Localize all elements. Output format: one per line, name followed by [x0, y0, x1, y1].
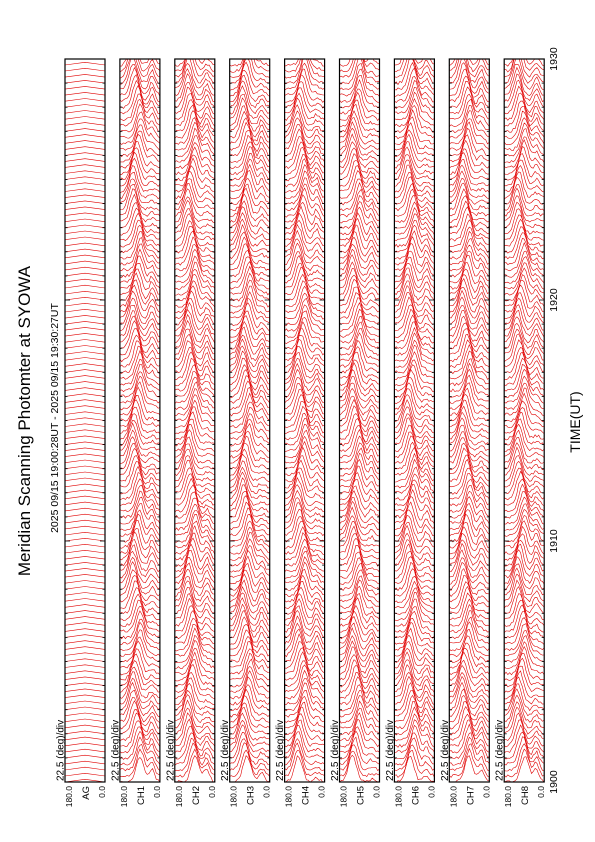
- scale-label: 22.5 (deg)/div: [385, 720, 396, 781]
- scan-traces-ch7: [449, 59, 490, 782]
- scan-traces-ch8: [504, 59, 545, 782]
- panel-stack: 180.0 0.0 AG 22.5 (deg)/div 180.0 0.0 CH1 22.5 …: [56, 58, 546, 808]
- scale-label: 22.5 (deg)/div: [440, 720, 451, 781]
- y-tick-label-top: 180.0: [174, 786, 184, 808]
- channel-label: CH3: [246, 786, 257, 805]
- panel-ag: 180.0 0.0 AG 22.5 (deg)/div: [56, 58, 107, 808]
- panel-frame: [448, 58, 490, 783]
- y-tick-label-bottom: 0.0: [426, 786, 436, 798]
- y-tick-label-top: 180.0: [64, 786, 74, 808]
- x-axis-label: TIME(UT): [567, 391, 583, 452]
- x-tick-label: 1920: [548, 288, 560, 312]
- panel-ch2: 180.0 0.0 CH2 22.5 (deg)/div: [165, 58, 217, 808]
- panel-ch4: 180.0 0.0 CH4 22.5 (deg)/div: [275, 58, 327, 808]
- scan-traces-ch6: [394, 59, 435, 782]
- channel-label: CH4: [301, 786, 312, 805]
- y-tick-label-top: 180.0: [339, 786, 349, 808]
- y-tick-label-top: 180.0: [503, 786, 513, 808]
- panel-ch7: 180.0 0.0 CH7 22.5 (deg)/div: [440, 58, 491, 808]
- x-tick-label: 1900: [548, 770, 560, 794]
- y-tick-label-top: 180.0: [448, 786, 458, 808]
- channel-label: CH6: [410, 786, 421, 805]
- y-tick-label-bottom: 0.0: [97, 786, 107, 798]
- panel-ch8: 180.0 0.0 CH8 22.5 (deg)/div: [495, 58, 546, 808]
- scale-label: 22.5 (deg)/div: [330, 720, 341, 781]
- scale-label: 22.5 (deg)/div: [495, 720, 506, 781]
- scan-traces-ch4: [284, 59, 325, 782]
- y-tick-label-bottom: 0.0: [372, 786, 382, 798]
- y-tick-label-top: 180.0: [284, 786, 294, 808]
- x-tick-label: 1930: [548, 47, 560, 71]
- scale-label: 22.5 (deg)/div: [275, 720, 286, 781]
- chart-title: Meridian Scanning Photomter at SYOWA: [15, 265, 34, 576]
- scan-traces-ch2: [174, 59, 215, 782]
- y-tick-label-bottom: 0.0: [317, 786, 327, 798]
- x-tick-labels: 1900 1910 1920 1930: [548, 47, 560, 794]
- channel-label: CH8: [520, 786, 531, 805]
- scale-label: 22.5 (deg)/div: [110, 720, 121, 781]
- y-tick-label-top: 180.0: [393, 786, 403, 808]
- panel-frame: [284, 58, 326, 783]
- channel-label: CH2: [191, 786, 202, 805]
- y-tick-label-bottom: 0.0: [262, 786, 272, 798]
- scale-label: 22.5 (deg)/div: [220, 720, 231, 781]
- x-tick-label: 1910: [548, 529, 560, 553]
- panel-frame: [64, 58, 106, 783]
- scale-label: 22.5 (deg)/div: [165, 720, 176, 781]
- channel-label: CH7: [465, 786, 476, 805]
- scale-label: 22.5 (deg)/div: [56, 720, 67, 781]
- channel-label: CH5: [356, 786, 367, 805]
- y-tick-label-bottom: 0.0: [536, 786, 546, 798]
- scan-traces-ch1: [119, 59, 160, 782]
- channel-label: AG: [81, 786, 92, 800]
- scan-traces-ch5: [339, 59, 380, 782]
- panel-ch1: 180.0 0.0 CH1 22.5 (deg)/div: [110, 58, 162, 808]
- panel-ch6: 180.0 0.0 CH6 22.5 (deg)/div: [385, 58, 436, 808]
- y-tick-label-top: 180.0: [229, 786, 239, 808]
- chart-subtitle: 2025 09/15 19:00:28UT - 2025 09/15 19:30…: [49, 303, 61, 533]
- y-tick-label-bottom: 0.0: [152, 786, 162, 798]
- y-tick-label-bottom: 0.0: [481, 786, 491, 798]
- y-tick-label-top: 180.0: [119, 786, 129, 808]
- panel-ch5: 180.0 0.0 CH5 22.5 (deg)/div: [330, 58, 382, 808]
- scan-traces-ag: [65, 59, 105, 782]
- scan-traces-ch3: [229, 59, 270, 782]
- panel-ch3: 180.0 0.0 CH3 22.5 (deg)/div: [220, 58, 272, 808]
- y-tick-label-bottom: 0.0: [207, 786, 217, 798]
- channel-label: CH1: [136, 786, 147, 805]
